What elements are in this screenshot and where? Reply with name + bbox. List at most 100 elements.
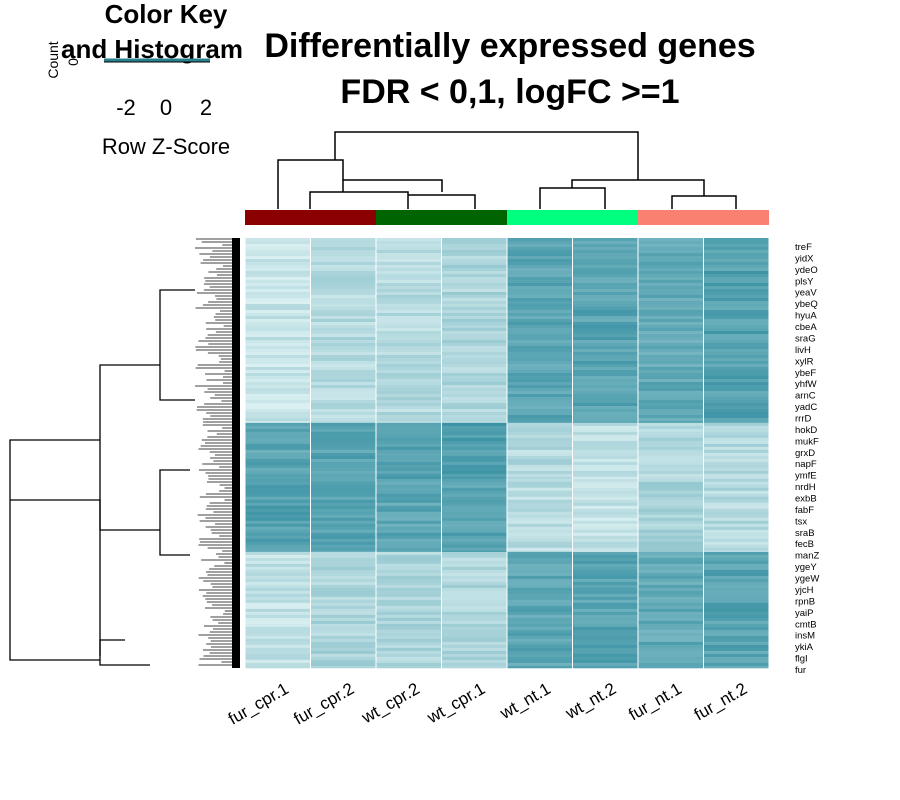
heatmap-cell xyxy=(442,418,507,422)
heatmap-cell xyxy=(507,650,572,655)
column-group-bar-2 xyxy=(507,210,638,225)
heatmap-cell xyxy=(311,397,376,401)
heatmap-cell xyxy=(704,569,769,574)
heatmap-cell xyxy=(573,283,638,287)
heatmap-cell xyxy=(507,376,572,380)
heatmap-cell xyxy=(704,626,769,631)
heatmap-cell xyxy=(442,578,507,583)
heatmap-cell xyxy=(376,428,441,433)
heatmap-cell xyxy=(704,544,769,549)
heatmap-cell xyxy=(638,578,703,583)
heatmap-cell xyxy=(704,517,769,522)
heatmap-cell xyxy=(573,605,638,610)
heatmap-cell xyxy=(704,283,769,287)
heatmap-cell xyxy=(573,575,638,580)
heatmap-cell xyxy=(507,505,572,510)
heatmap-cell xyxy=(245,425,310,430)
heatmap-cell xyxy=(442,289,507,293)
row-label: fabF xyxy=(795,505,814,516)
heatmap-cell xyxy=(573,514,638,519)
heatmap-cell xyxy=(376,421,441,424)
heatmap-cell xyxy=(638,644,703,649)
heatmap-cell xyxy=(704,508,769,513)
heatmap-cell xyxy=(638,484,703,489)
column-label: wt_nt.2 xyxy=(561,679,619,723)
heatmap-cell xyxy=(638,611,703,616)
heatmap-cell xyxy=(245,544,310,549)
heatmap-cell xyxy=(245,337,310,341)
heatmap-cell xyxy=(638,629,703,634)
heatmap-cell xyxy=(376,656,441,661)
heatmap-cell xyxy=(638,499,703,504)
heatmap-cell xyxy=(376,271,441,275)
heatmap-cell xyxy=(311,355,376,359)
heatmap-cell xyxy=(507,283,572,287)
heatmap-cell xyxy=(704,422,769,427)
heatmap-cell xyxy=(376,391,441,395)
row-dendrogram-branch xyxy=(99,364,160,440)
heatmap-cell xyxy=(704,295,769,299)
heatmap-cell xyxy=(442,470,507,475)
color-key-ylabel: Count xyxy=(45,41,61,78)
heatmap-cell xyxy=(376,569,441,574)
heatmap-cell xyxy=(638,262,703,266)
heatmap-cell xyxy=(245,502,310,507)
heatmap-cell xyxy=(311,325,376,329)
heatmap-cell xyxy=(507,499,572,504)
heatmap-cell xyxy=(573,502,638,507)
heatmap-cell xyxy=(442,551,507,556)
heatmap-cell xyxy=(704,364,769,368)
heatmap-cell xyxy=(507,593,572,598)
heatmap-cell xyxy=(245,656,310,661)
row-label: hyuA xyxy=(795,311,817,322)
heatmap-cell xyxy=(573,526,638,531)
heatmap-cell xyxy=(311,523,376,528)
heatmap-cell xyxy=(311,554,376,559)
heatmap-cell xyxy=(573,490,638,495)
heatmap-cell xyxy=(442,304,507,308)
heatmap-cell xyxy=(507,346,572,350)
heatmap-cell xyxy=(245,481,310,486)
heatmap-cell xyxy=(376,346,441,350)
heatmap-cell xyxy=(638,476,703,480)
heatmap-cell xyxy=(376,409,441,413)
row-labels: treFyidXydeOplsYyeaVybeQhyuAcbeAsraGlivH… xyxy=(795,242,819,676)
heatmap-cell xyxy=(245,388,310,392)
heatmap-cell xyxy=(376,337,441,341)
heatmap-cell xyxy=(507,400,572,404)
heatmap-cell xyxy=(638,403,703,407)
heatmap-cell xyxy=(245,259,310,263)
heatmap-cell xyxy=(442,343,507,347)
heatmap-cell xyxy=(376,502,441,507)
heatmap-cell xyxy=(376,578,441,583)
heatmap-cell xyxy=(507,617,572,622)
heatmap-cell xyxy=(376,496,441,501)
heatmap-cell xyxy=(507,529,572,534)
heatmap-cell xyxy=(376,473,441,478)
heatmap-cell xyxy=(704,388,769,392)
heatmap-cell xyxy=(311,635,376,640)
heatmap-cell xyxy=(311,385,376,389)
row-label: cbeA xyxy=(795,322,817,333)
heatmap-cell xyxy=(704,391,769,395)
color-key-tick-0: 0 xyxy=(160,95,172,120)
heatmap-cell xyxy=(573,614,638,619)
heatmap-cell xyxy=(704,250,769,254)
heatmap-cell xyxy=(704,647,769,652)
heatmap-cell xyxy=(573,400,638,404)
heatmap-cell xyxy=(573,584,638,589)
heatmap-cell xyxy=(311,313,376,317)
heatmap-cell xyxy=(704,289,769,293)
heatmap-cell xyxy=(704,599,769,604)
heatmap-cell xyxy=(638,529,703,534)
heatmap-cell xyxy=(311,614,376,619)
row-label: insM xyxy=(795,631,815,642)
heatmap-cell xyxy=(704,400,769,404)
heatmap-cell xyxy=(573,361,638,365)
heatmap-cell xyxy=(376,250,441,254)
heatmap-cell xyxy=(376,614,441,619)
heatmap-cell xyxy=(573,665,638,669)
heatmap-cell xyxy=(442,295,507,299)
heatmap-cell xyxy=(245,310,310,314)
heatmap-cell xyxy=(245,532,310,537)
